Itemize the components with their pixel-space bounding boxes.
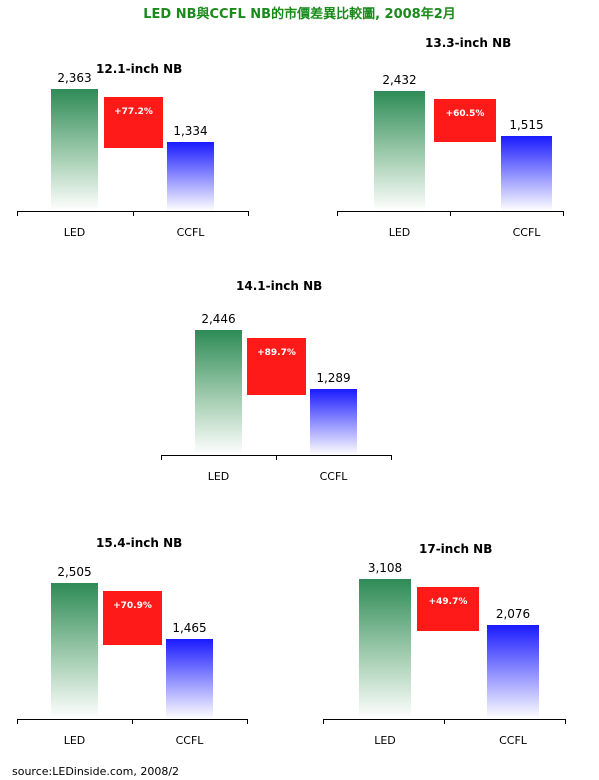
x-tick-2-17-inch-nb <box>565 719 566 724</box>
x-tick-0-12-1-inch-nb <box>17 211 18 216</box>
bar-led-17-inch-nb <box>359 579 411 719</box>
page-title: LED NB與CCFL NB的市價差異比較圖, 2008年2月 <box>143 7 456 22</box>
value-label-ccfl-14-1-inch-nb: 1,289 <box>316 371 351 385</box>
bar-led-13-3-inch-nb <box>374 91 425 211</box>
bar-ccfl-17-inch-nb <box>487 625 539 719</box>
value-label-ccfl-17-inch-nb: 2,076 <box>495 607 531 621</box>
diff-label-12-1-inch-nb: +77.2% <box>114 107 153 117</box>
x-axis-12-1-inch-nb <box>17 211 248 212</box>
diff-label-13-3-inch-nb: +60.5% <box>445 109 485 119</box>
value-label-led-17-inch-nb: 3,108 <box>367 561 403 575</box>
category-label-ccfl-15-4-inch-nb: CCFL <box>175 734 204 747</box>
x-tick-2-13-3-inch-nb <box>563 211 564 216</box>
bar-led-12-1-inch-nb <box>51 89 98 211</box>
category-label-led-13-3-inch-nb: LED <box>388 226 411 239</box>
category-label-ccfl-13-3-inch-nb: CCFL <box>512 226 541 239</box>
category-label-led-14-1-inch-nb: LED <box>207 470 230 483</box>
category-label-ccfl-17-inch-nb: CCFL <box>499 734 527 747</box>
chart-title-15-4-inch-nb: 15.4-inch NB <box>96 536 183 550</box>
bar-ccfl-12-1-inch-nb <box>167 142 214 211</box>
category-label-ccfl-12-1-inch-nb: CCFL <box>176 226 205 239</box>
category-label-led-17-inch-nb: LED <box>374 734 396 747</box>
x-tick-1-15-4-inch-nb <box>132 719 133 724</box>
chart-title-14-1-inch-nb: 14.1-inch NB <box>236 279 323 293</box>
value-label-led-12-1-inch-nb: 2,363 <box>57 71 92 85</box>
source-note: source:LEDinside.com, 2008/2 <box>12 765 180 778</box>
diff-box-14-1-inch-nb: +89.7% <box>247 338 306 395</box>
x-tick-0-13-3-inch-nb <box>337 211 338 216</box>
x-tick-1-14-1-inch-nb <box>276 455 277 460</box>
category-label-led-15-4-inch-nb: LED <box>63 734 86 747</box>
diff-label-17-inch-nb: +49.7% <box>428 597 468 607</box>
chart-title-13-3-inch-nb: 13.3-inch NB <box>425 36 512 50</box>
bar-ccfl-15-4-inch-nb <box>166 639 213 719</box>
diff-box-13-3-inch-nb: +60.5% <box>434 99 496 142</box>
chart-title-12-1-inch-nb: 12.1-inch NB <box>96 62 183 76</box>
bar-ccfl-14-1-inch-nb <box>310 389 357 455</box>
x-tick-0-15-4-inch-nb <box>17 719 18 724</box>
category-label-led-12-1-inch-nb: LED <box>63 226 86 239</box>
diff-label-14-1-inch-nb: +89.7% <box>257 348 296 358</box>
diff-box-17-inch-nb: +49.7% <box>417 587 479 631</box>
x-tick-2-12-1-inch-nb <box>248 211 249 216</box>
value-label-led-14-1-inch-nb: 2,446 <box>201 312 236 326</box>
x-tick-2-15-4-inch-nb <box>247 719 248 724</box>
category-label-ccfl-14-1-inch-nb: CCFL <box>319 470 348 483</box>
x-tick-1-17-inch-nb <box>444 719 445 724</box>
value-label-ccfl-12-1-inch-nb: 1,334 <box>173 124 208 138</box>
x-tick-0-17-inch-nb <box>323 719 324 724</box>
bar-led-14-1-inch-nb <box>195 330 242 455</box>
bar-led-15-4-inch-nb <box>51 583 98 719</box>
x-tick-2-14-1-inch-nb <box>391 455 392 460</box>
x-tick-1-12-1-inch-nb <box>133 211 134 216</box>
diff-label-15-4-inch-nb: +70.9% <box>113 601 152 611</box>
value-label-ccfl-13-3-inch-nb: 1,515 <box>509 118 544 132</box>
chart-title-17-inch-nb: 17-inch NB <box>419 542 493 556</box>
diff-box-15-4-inch-nb: +70.9% <box>103 591 162 645</box>
x-tick-0-14-1-inch-nb <box>161 455 162 460</box>
diff-box-12-1-inch-nb: +77.2% <box>104 97 163 148</box>
value-label-ccfl-15-4-inch-nb: 1,465 <box>172 621 207 635</box>
value-label-led-15-4-inch-nb: 2,505 <box>57 565 92 579</box>
x-tick-1-13-3-inch-nb <box>450 211 451 216</box>
bar-ccfl-13-3-inch-nb <box>501 136 552 211</box>
value-label-led-13-3-inch-nb: 2,432 <box>382 73 417 87</box>
